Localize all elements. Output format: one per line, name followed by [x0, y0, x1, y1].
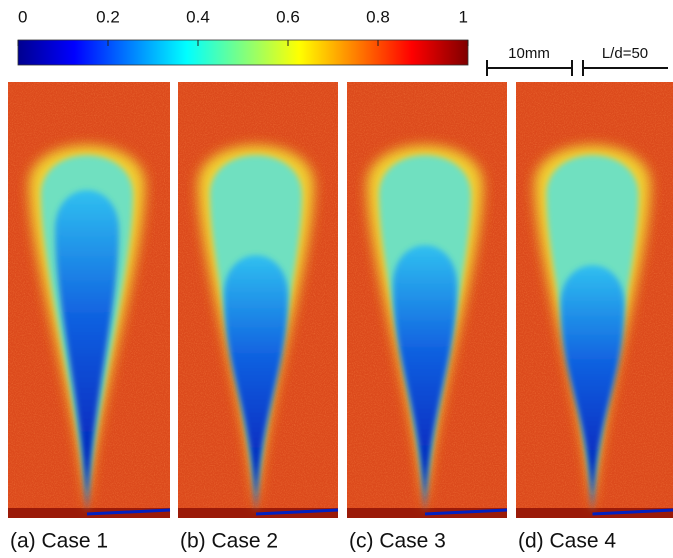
nozzle: [424, 508, 508, 516]
colorbar-tick-label: 0.4: [186, 7, 210, 26]
plume-core: [560, 265, 625, 512]
colorbar-tick-label: 0.8: [366, 7, 390, 26]
colorbar-tick-label: 0.6: [276, 7, 300, 26]
colorbar-tick-label: 0.2: [96, 7, 120, 26]
panel-caption: (d) Case 4: [518, 530, 616, 553]
panel-caption: (a) Case 1: [10, 530, 108, 553]
nozzle: [255, 508, 339, 516]
nozzle: [592, 508, 673, 516]
panel-image: [8, 82, 171, 518]
scale-bars: [486, 60, 668, 76]
scale-label: 10mm: [508, 45, 550, 62]
nozzle: [86, 508, 171, 516]
plume-core: [224, 255, 288, 512]
colorbar-tick-label: 0: [18, 7, 27, 26]
plume-core: [393, 245, 457, 512]
panel-image: [516, 82, 673, 518]
panel-caption: (c) Case 3: [349, 530, 446, 553]
panel-image: [347, 82, 508, 518]
panel-image: [178, 82, 339, 518]
scale-label: L/d=50: [602, 45, 648, 62]
colorbar: [17, 39, 469, 66]
panels: (a) Case 1 (b) Case 2 (c) Case 3 (d) Case 4: [8, 82, 673, 553]
plume-core: [55, 190, 119, 512]
panel-caption: (b) Case 2: [180, 530, 278, 553]
colorbar-tick-label: 1: [459, 7, 468, 26]
colorbar-ticks: 0 0.2 0.4 0.6 0.8 1: [17, 7, 469, 46]
